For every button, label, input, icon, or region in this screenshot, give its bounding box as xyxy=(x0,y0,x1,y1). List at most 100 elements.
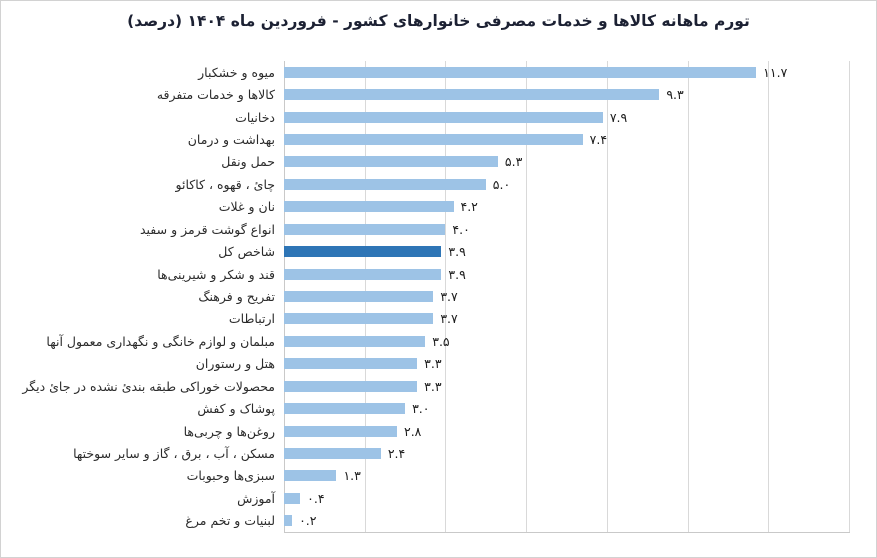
gridline-6 xyxy=(526,61,528,532)
bar-zone: ۳.۹ xyxy=(284,263,849,285)
gridline-12 xyxy=(768,61,770,532)
bar-row: چائ ، قهوه ، کاکائو ۵.۰ xyxy=(1,173,849,195)
bar xyxy=(284,358,418,370)
category-label: هتل و رستوران xyxy=(195,356,275,372)
bar xyxy=(284,133,583,145)
value-label: ۳.۷ xyxy=(440,288,458,304)
bar-zone: ۵.۳ xyxy=(284,151,849,173)
bar-zone: ۲.۸ xyxy=(284,420,849,442)
bar-row: قند و شکر و شیرینی‌ها ۳.۹ xyxy=(1,263,849,285)
value-label: ۷.۹ xyxy=(609,109,628,125)
bar-row: ارتباطات ۳.۷ xyxy=(1,308,849,330)
category-label: شاخص کل xyxy=(218,244,275,260)
value-label: ۳.۹ xyxy=(448,266,466,282)
bar-zone: ۳.۷ xyxy=(284,285,849,307)
bar-row: انواع گوشت قرمز و سفید ۴.۰ xyxy=(1,218,849,240)
value-label: ۳.۷ xyxy=(440,311,458,327)
bar xyxy=(284,290,434,302)
category-label: لبنیات و تخم مرغ xyxy=(185,513,275,529)
category-label: پوشاک و کفش xyxy=(197,401,275,417)
value-label: ۷.۴ xyxy=(589,131,608,147)
category-label: بهداشت و درمان xyxy=(187,131,275,147)
category-label: مسکن ، آب ، برق ، گاز و سایر سوختها xyxy=(73,445,275,461)
category-label: نان و غلات xyxy=(218,199,275,215)
bar-zone: ۳.۰ xyxy=(284,397,849,419)
bar xyxy=(284,492,301,504)
value-label: ۰.۲ xyxy=(299,513,317,529)
category-label: آموزش xyxy=(237,490,275,506)
bar-zone: ۴.۰ xyxy=(284,218,849,240)
bar-zone: ۱.۳ xyxy=(284,465,849,487)
bar-zone: ۳.۹ xyxy=(284,240,849,262)
category-label: میوه و خشکبار xyxy=(198,64,275,80)
value-label: ۰.۴ xyxy=(307,490,325,506)
category-label: مبلمان و لوازم خانگی و نگهداری معمول آنه… xyxy=(46,333,275,349)
bar-row: دخانیات ۷.۹ xyxy=(1,106,849,128)
bar-row: مسکن ، آب ، برق ، گاز و سایر سوختها ۲.۴ xyxy=(1,442,849,464)
bar-row: سبزی‌ها وحبوبات ۱.۳ xyxy=(1,465,849,487)
bar-row: تفریح و فرهنگ ۳.۷ xyxy=(1,285,849,307)
category-label: انواع گوشت قرمز و سفید xyxy=(139,221,275,237)
value-label: ۳.۳ xyxy=(424,378,442,394)
bar-row: آموزش ۰.۴ xyxy=(1,487,849,509)
value-label: ۴.۰ xyxy=(452,221,470,237)
value-label: ۱۱.۷ xyxy=(763,64,788,80)
category-label: ارتباطات xyxy=(228,311,275,327)
value-label: ۳.۰ xyxy=(412,401,430,417)
bar-zone: ۳.۷ xyxy=(284,308,849,330)
bar-row: محصولات خوراکی طبقه بندئ نشده در جائ دیگ… xyxy=(1,375,849,397)
value-label: ۳.۵ xyxy=(432,333,450,349)
bar-zone: ۷.۴ xyxy=(284,128,849,150)
bar-row: پوشاک و کفش ۳.۰ xyxy=(1,397,849,419)
bar xyxy=(284,380,418,392)
bar-row: بهداشت و درمان ۷.۴ xyxy=(1,128,849,150)
bar-row: روغن‌ها و چربی‌ها ۲.۸ xyxy=(1,420,849,442)
bar xyxy=(284,89,660,101)
bar-zone: ۳.۵ xyxy=(284,330,849,352)
bar xyxy=(284,470,337,482)
bar-zone: ۳.۳ xyxy=(284,353,849,375)
bar-zone: ۰.۲ xyxy=(284,510,849,532)
category-label: دخانیات xyxy=(235,109,275,125)
value-label: ۳.۹ xyxy=(448,244,466,260)
chart-title: تورم ماهانه کالاها و خدمات مصرفی خانواره… xyxy=(127,12,750,30)
bar xyxy=(284,425,397,437)
value-label: ۵.۳ xyxy=(504,154,523,170)
bar xyxy=(284,66,757,78)
value-label: ۱.۳ xyxy=(343,468,361,484)
bar-row: حمل ونقل ۵.۳ xyxy=(1,151,849,173)
category-label: سبزی‌ها وحبوبات xyxy=(186,468,275,484)
bar xyxy=(284,447,381,459)
bar-row: میوه و خشکبار ۱۱.۷ xyxy=(1,61,849,83)
bar xyxy=(284,335,426,347)
bar-rows-container: میوه و خشکبار ۱۱.۷ کالاها و خدمات متفرقه ۹.… xyxy=(1,61,849,532)
bar xyxy=(284,111,603,123)
category-label: حمل ونقل xyxy=(221,154,275,170)
value-label: ۲.۸ xyxy=(404,423,422,439)
bar-zone: ۴.۲ xyxy=(284,196,849,218)
gridline-10 xyxy=(687,61,689,532)
bar-highlight-total-index xyxy=(284,246,442,258)
value-label: ۹.۳ xyxy=(666,87,684,103)
value-label: ۲.۴ xyxy=(387,445,406,461)
bar-zone: ۵.۰ xyxy=(284,173,849,195)
category-label: محصولات خوراکی طبقه بندئ نشده در جائ دیگ… xyxy=(22,378,275,394)
bar xyxy=(284,178,486,190)
bar-row: شاخص کل ۳.۹ xyxy=(1,240,849,262)
category-label: تفریح و فرهنگ xyxy=(198,288,275,304)
gridline-14 xyxy=(849,61,850,532)
bar xyxy=(284,515,293,527)
category-label: روغن‌ها و چربی‌ها xyxy=(183,423,275,439)
bar-zone: ۳.۳ xyxy=(284,375,849,397)
bar-zone: ۷.۹ xyxy=(284,106,849,128)
bar-row: نان و غلات ۴.۲ xyxy=(1,196,849,218)
gridline-8 xyxy=(606,61,608,532)
bar xyxy=(284,223,446,235)
bar-zone: ۲.۴ xyxy=(284,442,849,464)
bar xyxy=(284,403,406,415)
bar-zone: ۱۱.۷ xyxy=(284,61,849,83)
value-label: ۳.۳ xyxy=(424,356,442,372)
category-label: قند و شکر و شیرینی‌ها xyxy=(157,266,275,282)
bar xyxy=(284,313,434,325)
